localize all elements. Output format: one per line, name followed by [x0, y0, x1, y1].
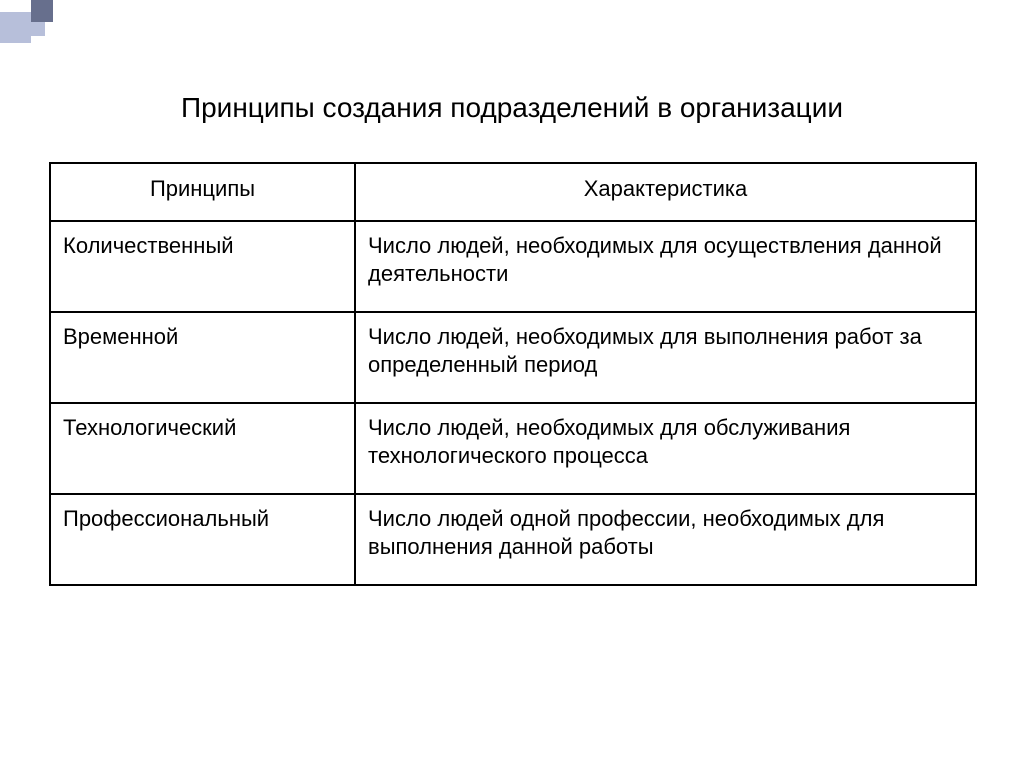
cell-description: Число людей, необходимых для осуществлен…	[355, 221, 976, 312]
cell-principle: Технологический	[50, 403, 355, 494]
slide-title: Принципы создания подразделений в органи…	[0, 92, 1024, 124]
cell-principle: Профессиональный	[50, 494, 355, 585]
table-row: Временной Число людей, необходимых для в…	[50, 312, 976, 403]
cell-description: Число людей, необходимых для выполнения …	[355, 312, 976, 403]
decoration-square-3	[31, 22, 45, 36]
table-row: Количественный Число людей, необходимых …	[50, 221, 976, 312]
table-row: Технологический Число людей, необходимых…	[50, 403, 976, 494]
cell-description: Число людей, необходимых для обслуживани…	[355, 403, 976, 494]
cell-description: Число людей одной профессии, необходимых…	[355, 494, 976, 585]
decoration-square-1	[0, 12, 31, 43]
decoration-square-2	[31, 0, 53, 22]
table-header-row: Принципы Характеристика	[50, 163, 976, 221]
header-principles: Принципы	[50, 163, 355, 221]
cell-principle: Временной	[50, 312, 355, 403]
cell-principle: Количественный	[50, 221, 355, 312]
table-row: Профессиональный Число людей одной профе…	[50, 494, 976, 585]
principles-table: Принципы Характеристика Количественный Ч…	[49, 162, 977, 586]
header-characteristic: Характеристика	[355, 163, 976, 221]
corner-decoration	[0, 0, 70, 70]
